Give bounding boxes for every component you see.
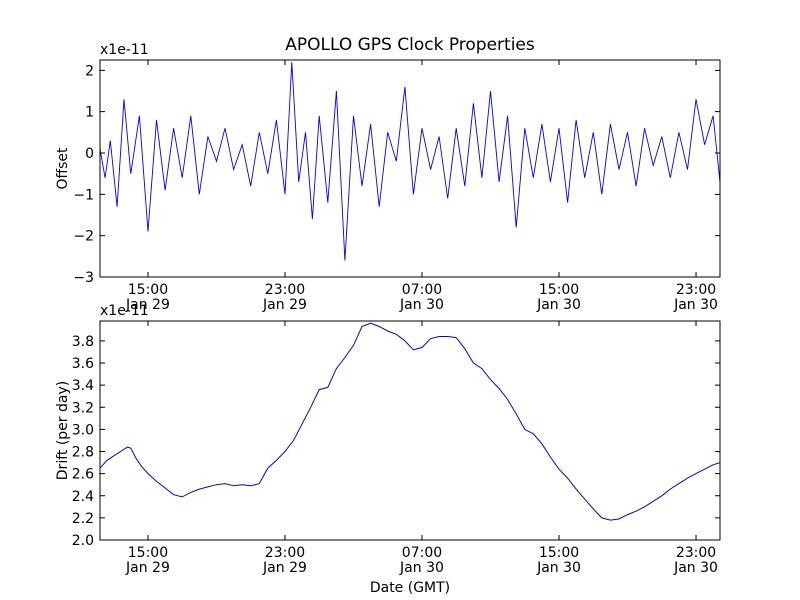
drift-y-tick-label: 2.8 bbox=[72, 445, 94, 461]
drift-y-tick-label: 3.6 bbox=[72, 356, 94, 372]
drift-x-tick-date: Jan 29 bbox=[125, 560, 170, 576]
drift-y-tick-label: 3.0 bbox=[72, 422, 94, 438]
drift-y-tick-label: 2.6 bbox=[72, 467, 94, 483]
offset-y-tick-label: 2 bbox=[85, 63, 94, 79]
drift-scale-label: x1e-11 bbox=[100, 303, 149, 319]
offset-x-tick-date: Jan 30 bbox=[536, 297, 581, 313]
drift-x-tick-time: 15:00 bbox=[539, 545, 579, 561]
drift-y-tick-label: 2.0 bbox=[72, 533, 94, 549]
offset-scale-label: x1e-11 bbox=[100, 42, 149, 58]
offset-x-tick-time: 15:00 bbox=[539, 282, 579, 298]
offset-x-tick-date: Jan 29 bbox=[125, 297, 170, 313]
drift-x-tick-date: Jan 29 bbox=[262, 560, 307, 576]
drift-x-tick-date: Jan 30 bbox=[673, 560, 718, 576]
offset-y-axis-label: Offset bbox=[55, 147, 71, 190]
offset-x-tick-time: 23:00 bbox=[265, 282, 305, 298]
drift-x-tick-time: 23:00 bbox=[265, 545, 305, 561]
drift-x-tick-time: 15:00 bbox=[128, 545, 168, 561]
offset-x-tick-date: Jan 30 bbox=[399, 297, 444, 313]
offset-y-tick-label: −1 bbox=[73, 187, 94, 203]
drift-y-axis-label: Drift (per day) bbox=[55, 381, 71, 480]
offset-y-tick-label: 0 bbox=[85, 146, 94, 162]
offset-x-tick-time: 23:00 bbox=[676, 282, 716, 298]
offset-series-line bbox=[100, 62, 720, 261]
offset-plot-frame bbox=[99, 59, 721, 278]
offset-x-tick-time: 07:00 bbox=[402, 282, 442, 298]
drift-x-tick-time: 07:00 bbox=[402, 545, 442, 561]
drift-series-line bbox=[100, 322, 720, 521]
drift-plot-frame bbox=[99, 320, 721, 541]
offset-x-tick-time: 15:00 bbox=[128, 282, 168, 298]
x-axis-label: Date (GMT) bbox=[370, 580, 450, 596]
drift-x-tick-date: Jan 30 bbox=[399, 560, 444, 576]
offset-x-tick-date: Jan 30 bbox=[673, 297, 718, 313]
drift-y-tick-label: 3.4 bbox=[72, 378, 94, 394]
offset-y-tick-label: 1 bbox=[85, 105, 94, 121]
drift-y-tick-label: 2.4 bbox=[72, 489, 94, 505]
drift-y-tick-label: 3.8 bbox=[72, 334, 94, 350]
drift-y-tick-label: 3.2 bbox=[72, 400, 94, 416]
offset-y-tick-label: −2 bbox=[73, 229, 94, 245]
offset-x-tick-date: Jan 29 bbox=[262, 297, 307, 313]
chart-title: APOLLO GPS Clock Properties bbox=[285, 35, 535, 55]
drift-x-tick-time: 23:00 bbox=[676, 545, 716, 561]
offset-y-tick-label: −3 bbox=[73, 270, 94, 286]
drift-x-tick-date: Jan 30 bbox=[536, 560, 581, 576]
drift-y-tick-label: 2.2 bbox=[72, 511, 94, 527]
